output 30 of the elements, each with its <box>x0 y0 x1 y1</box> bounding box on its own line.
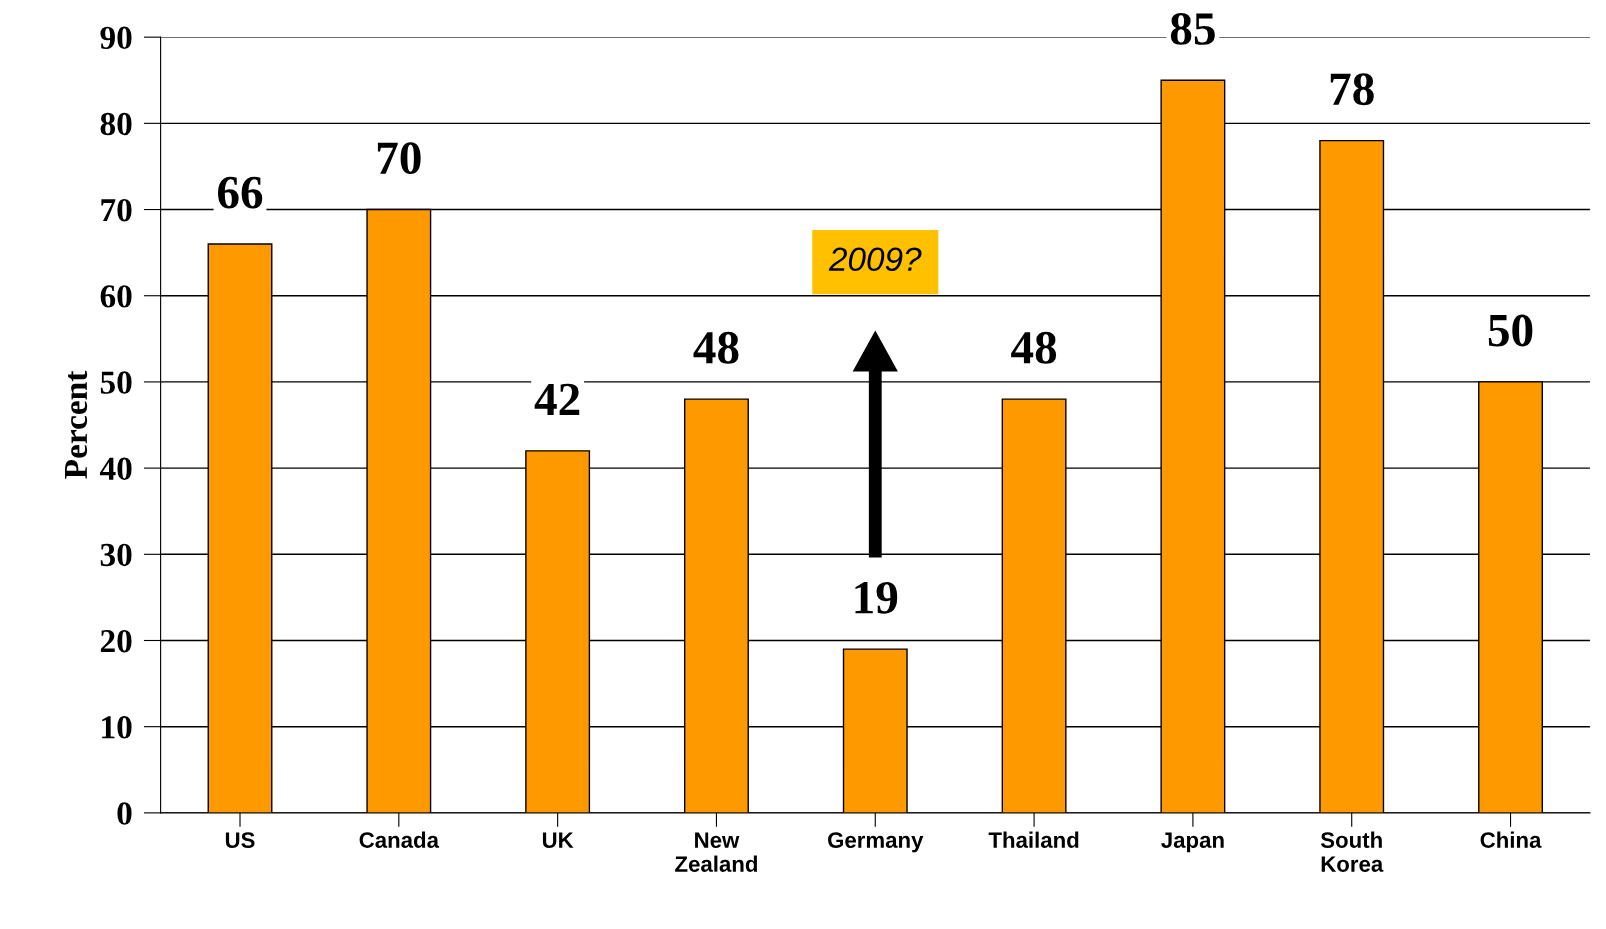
y-tick-label: 30 <box>100 543 132 567</box>
x-tick-label: Canada <box>359 831 440 848</box>
y-tick-label: 40 <box>99 457 132 481</box>
y-axis-title: Percent <box>65 370 88 479</box>
x-tick-label: South Korea <box>1320 831 1384 872</box>
y-tick-label: 80 <box>100 112 132 136</box>
y-tick-label: 0 <box>117 802 132 825</box>
x-tick-label: China <box>1480 831 1542 848</box>
data-label: 48 <box>1011 331 1057 364</box>
x-tick-label: Thailand <box>988 831 1079 848</box>
annotation: 2009? <box>828 247 922 272</box>
x-tick-label: US <box>225 832 255 848</box>
data-label: 19 <box>855 581 898 614</box>
y-tick-label: 90 <box>100 26 132 50</box>
x-tick-label: Japan <box>1161 832 1224 853</box>
data-label: 42 <box>534 383 580 415</box>
data-label: 66 <box>218 176 263 209</box>
y-tick-label: 50 <box>100 371 132 394</box>
data-label: 78 <box>1330 73 1374 106</box>
data-label: 48 <box>693 331 739 364</box>
x-tick-label: UK <box>542 832 574 848</box>
data-label: 70 <box>377 142 421 175</box>
y-tick-label: 60 <box>100 285 132 308</box>
y-tick-label: 10 <box>102 716 132 739</box>
data-label: 85 <box>1170 12 1215 45</box>
data-label: 50 <box>1488 314 1533 347</box>
y-tick-label: 70 <box>101 198 132 222</box>
y-tick-label: 20 <box>100 629 132 653</box>
x-tick-label: Germany <box>828 832 924 853</box>
x-tick-label: New Zealand <box>675 832 757 872</box>
